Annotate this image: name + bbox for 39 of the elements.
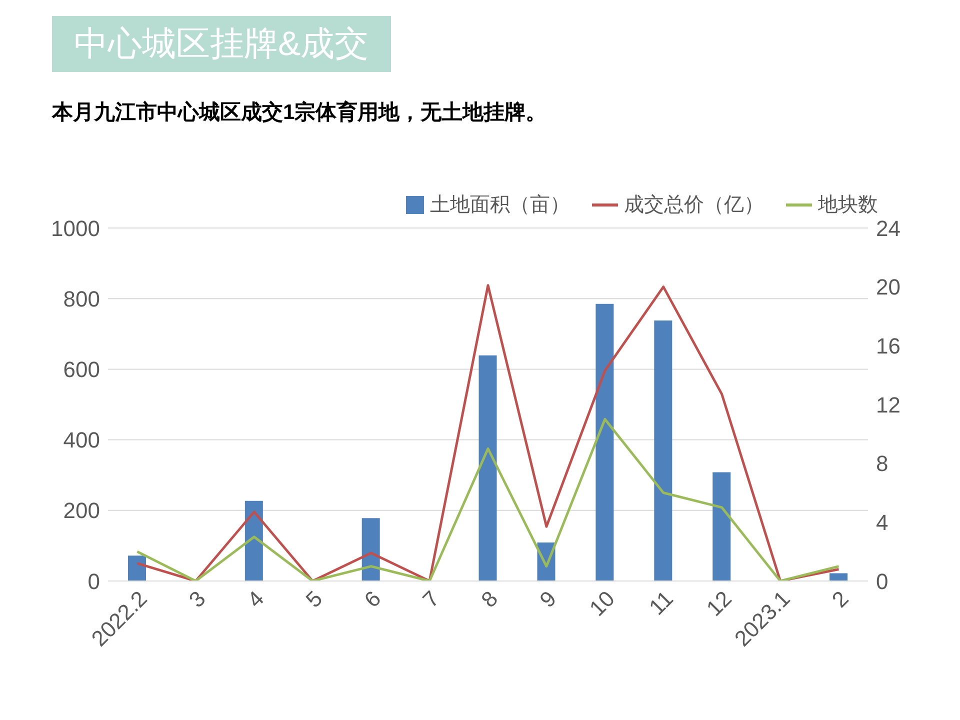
y2-tick-label: 16	[876, 333, 900, 358]
x-tick-label: 7	[418, 586, 444, 612]
x-tick-label: 3	[184, 586, 210, 612]
bar	[596, 304, 614, 581]
y-tick-label: 800	[63, 286, 100, 312]
x-tick-label: 5	[300, 586, 328, 612]
x-tick-label: 4	[242, 586, 269, 612]
y2-tick-label: 8	[876, 451, 888, 476]
bar	[128, 556, 146, 581]
line-series	[136, 418, 840, 581]
x-tick-label: 9	[534, 586, 562, 612]
y2-tick-label: 4	[876, 510, 888, 535]
line-series	[136, 284, 840, 581]
x-tick-label: 6	[359, 586, 386, 612]
bar	[654, 320, 672, 581]
y-tick-label: 0	[88, 568, 100, 594]
y-tick-label: 200	[63, 498, 100, 524]
bar	[478, 355, 497, 581]
legend-label: 成交总价（亿）	[624, 193, 764, 218]
x-tick-label: 10	[584, 586, 620, 621]
legend-label: 地块数	[818, 193, 878, 218]
chart-title: 中心城区挂牌&成交	[52, 16, 391, 72]
x-tick-label: 2	[827, 586, 854, 612]
bar	[244, 500, 263, 581]
y-tick-label: 1000	[51, 216, 100, 241]
legend-label: 土地面积（亩）	[430, 193, 570, 218]
bar	[362, 518, 380, 581]
y2-tick-label: 24	[876, 216, 900, 241]
x-tick-label: 11	[644, 586, 678, 620]
y2-tick-label: 0	[876, 568, 888, 594]
y2-tick-label: 12	[876, 392, 900, 418]
y-tick-label: 400	[63, 428, 100, 453]
y-tick-label: 600	[63, 357, 100, 382]
y2-tick-label: 20	[876, 274, 900, 300]
chart-subtitle: 本月九江市中心城区成交1宗体育用地，无土地挂牌。	[52, 99, 548, 126]
x-tick-label: 8	[476, 586, 503, 612]
x-tick-label: 12	[701, 586, 736, 621]
bar	[830, 573, 848, 581]
bar	[712, 472, 731, 581]
